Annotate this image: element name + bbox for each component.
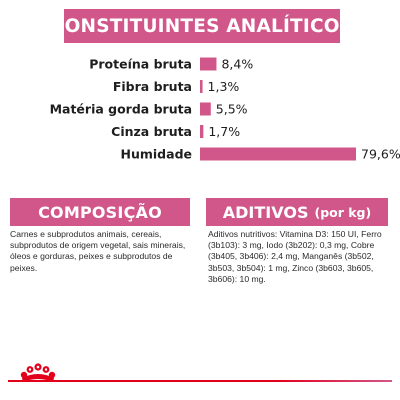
analytic-title: CONSTITUINTES ANALÍTICOS <box>50 15 354 37</box>
analytic-title-banner: CONSTITUINTES ANALÍTICOS <box>51 9 353 43</box>
bar <box>200 125 204 138</box>
value-label: 5,5% <box>216 102 248 117</box>
additives-title-unit: (por kg) <box>314 204 372 220</box>
value-label: 79,6% <box>361 147 400 162</box>
category-label: Cinza bruta <box>111 124 192 139</box>
bar <box>200 102 211 116</box>
footer-divider <box>8 380 392 382</box>
composition-text: Carnes e subprodutos animais, cereais, s… <box>10 229 186 273</box>
value-label: 1,3% <box>208 79 240 94</box>
category-label: Matéria gorda bruta <box>50 102 192 117</box>
category-label: Proteína bruta <box>89 57 192 72</box>
bar <box>200 80 203 93</box>
bar <box>200 147 356 161</box>
composition-title-banner: COMPOSIÇÃO <box>10 198 190 226</box>
value-label: 8,4% <box>221 57 253 72</box>
category-label: Fibra bruta <box>113 79 192 94</box>
additives-title: ADITIVOS <box>222 202 309 222</box>
composition-title: COMPOSIÇÃO <box>38 202 162 222</box>
value-label: 1,7% <box>208 124 240 139</box>
bar <box>200 57 217 71</box>
additives-title-banner: ADITIVOS (por kg) <box>206 198 388 226</box>
analytic-bar-chart: Proteína bruta 8,4% Fibra bruta 1,3% Matéria… <box>50 57 400 162</box>
additives-text: Aditivos nutritivos: Vitamina D3: 150 UI… <box>208 229 382 284</box>
royal-canin-crown-icon <box>20 363 56 382</box>
category-label: Humidade <box>121 147 192 162</box>
